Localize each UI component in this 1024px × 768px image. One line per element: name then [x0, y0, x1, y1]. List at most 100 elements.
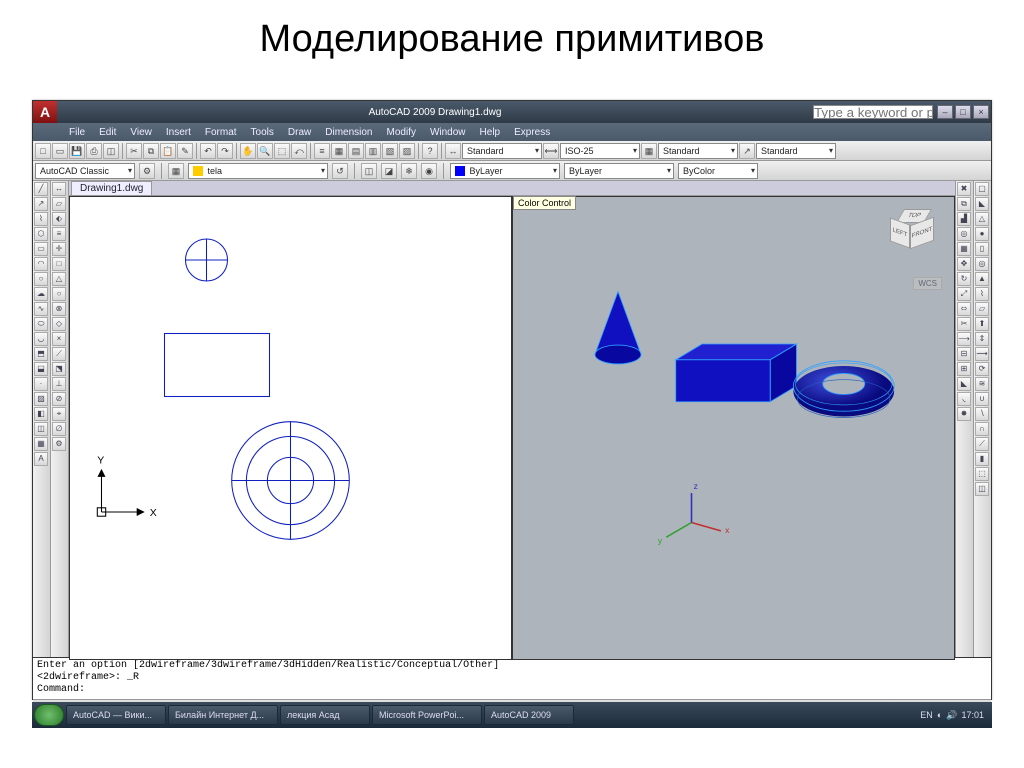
list-icon[interactable]: ≡ — [52, 227, 66, 241]
maximize-button[interactable]: □ — [955, 105, 971, 119]
plotstyle-dropdown[interactable]: ByColor — [678, 163, 758, 179]
layer-iso-icon[interactable]: ◪ — [381, 163, 397, 179]
box-icon[interactable]: ▢ — [975, 182, 989, 196]
stretch-icon[interactable]: ⬄ — [957, 302, 971, 316]
layer-dropdown[interactable]: tela — [188, 163, 328, 179]
command-line[interactable]: Enter an option [2dwireframe/3dwireframe… — [33, 657, 991, 699]
pyramid-icon[interactable]: ▲ — [975, 272, 989, 286]
explode-icon[interactable]: ✸ — [957, 407, 971, 421]
make-block-icon[interactable]: ⬓ — [34, 362, 48, 376]
tray-icon-2[interactable]: 🔊 — [946, 710, 957, 721]
match-icon[interactable]: ✎ — [177, 143, 193, 159]
taskbar-item-4[interactable]: Microsoft PowerPoi... — [372, 705, 482, 725]
tool-palettes-icon[interactable]: ▤ — [348, 143, 364, 159]
pan-icon[interactable]: ✋ — [240, 143, 256, 159]
zoom-icon[interactable]: 🔍 — [257, 143, 273, 159]
copy2-icon[interactable]: ⧉ — [957, 197, 971, 211]
layer-state-icon[interactable]: ◫ — [361, 163, 377, 179]
save-icon[interactable]: 💾 — [69, 143, 85, 159]
planar-icon[interactable]: ▱ — [975, 302, 989, 316]
xline-icon[interactable]: ↗ — [34, 197, 48, 211]
menu-help[interactable]: Help — [480, 127, 501, 138]
intersect-icon[interactable]: ∩ — [975, 422, 989, 436]
workspace-settings-icon[interactable]: ⚙ — [139, 163, 155, 179]
cut-icon[interactable]: ✂ — [126, 143, 142, 159]
rectangle-icon[interactable]: ▭ — [34, 242, 48, 256]
erase-icon[interactable]: ✖ — [957, 182, 971, 196]
line-icon[interactable]: ╱ — [34, 182, 48, 196]
wcs-label[interactable]: WCS — [913, 277, 942, 290]
move-icon[interactable]: ✥ — [957, 257, 971, 271]
hatch-icon[interactable]: ▨ — [34, 392, 48, 406]
mleader-icon[interactable]: ↗ — [739, 143, 755, 159]
snap-ext-icon[interactable]: ⟋ — [52, 347, 66, 361]
revolve-icon[interactable]: ⟳ — [975, 362, 989, 376]
viewport-2d[interactable]: X Y — [69, 196, 512, 660]
table-style-dropdown[interactable]: Standard — [658, 143, 738, 159]
copy-icon[interactable]: ⧉ — [143, 143, 159, 159]
cylinder-icon[interactable]: ▯ — [975, 242, 989, 256]
slice-icon[interactable]: ⟋ — [975, 437, 989, 451]
snap-end-icon[interactable]: □ — [52, 257, 66, 271]
new-icon[interactable]: □ — [35, 143, 51, 159]
dim-icon[interactable]: ↔ — [445, 143, 461, 159]
imprint-icon[interactable]: ⬚ — [975, 467, 989, 481]
sphere-icon[interactable]: ● — [975, 227, 989, 241]
region-icon[interactable]: ◫ — [34, 422, 48, 436]
point-icon[interactable]: · — [34, 377, 48, 391]
loft-icon[interactable]: ≋ — [975, 377, 989, 391]
color-dropdown[interactable]: ByLayer — [450, 163, 560, 179]
layer-off-icon[interactable]: ◉ — [421, 163, 437, 179]
menu-draw[interactable]: Draw — [288, 127, 311, 138]
print-icon[interactable]: ⎙ — [86, 143, 102, 159]
array-icon[interactable]: ▦ — [957, 242, 971, 256]
menu-tools[interactable]: Tools — [251, 127, 274, 138]
calc-icon[interactable]: ▨ — [399, 143, 415, 159]
start-button[interactable] — [34, 704, 64, 726]
sheet-set-icon[interactable]: ▥ — [365, 143, 381, 159]
area-icon[interactable]: ▱ — [52, 197, 66, 211]
arc-icon[interactable]: ◠ — [34, 257, 48, 271]
taskbar-item-5[interactable]: AutoCAD 2009 — [484, 705, 574, 725]
snap-node-icon[interactable]: ⊗ — [52, 302, 66, 316]
markup-icon[interactable]: ▧ — [382, 143, 398, 159]
snap-int-icon[interactable]: × — [52, 332, 66, 346]
union-icon[interactable]: ∪ — [975, 392, 989, 406]
app-logo-icon[interactable]: A — [33, 101, 57, 123]
sweep-icon[interactable]: ⟿ — [975, 347, 989, 361]
snap-cen-icon[interactable]: ○ — [52, 287, 66, 301]
polygon-icon[interactable]: ⬡ — [34, 227, 48, 241]
mleader-style-dropdown[interactable]: Standard — [756, 143, 836, 159]
redo-icon[interactable]: ↷ — [217, 143, 233, 159]
snap-none-icon[interactable]: ∅ — [52, 422, 66, 436]
snap-perp-icon[interactable]: ⊥ — [52, 377, 66, 391]
mtext-icon[interactable]: A — [34, 452, 48, 466]
helix-icon[interactable]: ⌇ — [975, 287, 989, 301]
circle-icon[interactable]: ○ — [34, 272, 48, 286]
wedge-icon[interactable]: ◣ — [975, 197, 989, 211]
snap-near-icon[interactable]: ⌖ — [52, 407, 66, 421]
clock[interactable]: 17:01 — [961, 710, 984, 720]
menu-window[interactable]: Window — [430, 127, 466, 138]
presspull-icon[interactable]: ⇕ — [975, 332, 989, 346]
menu-file[interactable]: File — [69, 127, 85, 138]
taskbar-item-3[interactable]: лекция Асад — [280, 705, 370, 725]
revcloud-icon[interactable]: ☁ — [34, 287, 48, 301]
layer-freeze-icon[interactable]: ❄ — [401, 163, 417, 179]
torus-icon[interactable]: ◎ — [975, 257, 989, 271]
spline-icon[interactable]: ∿ — [34, 302, 48, 316]
break-icon[interactable]: ⊟ — [957, 347, 971, 361]
fillet-icon[interactable]: ◟ — [957, 392, 971, 406]
insert-block-icon[interactable]: ⬒ — [34, 347, 48, 361]
extrude-icon[interactable]: ⬆ — [975, 317, 989, 331]
lineweight-dropdown[interactable]: ByLayer — [564, 163, 674, 179]
menu-express[interactable]: Express — [514, 127, 550, 138]
massprops-icon[interactable]: ⬖ — [52, 212, 66, 226]
zoom-prev-icon[interactable]: ⤺ — [291, 143, 307, 159]
section-icon[interactable]: ◫ — [975, 482, 989, 496]
menu-dimension[interactable]: Dimension — [325, 127, 372, 138]
snap-mid-icon[interactable]: △ — [52, 272, 66, 286]
thicken-icon[interactable]: ▮ — [975, 452, 989, 466]
scale-icon[interactable]: ⤢ — [957, 287, 971, 301]
layer-props-icon[interactable]: ▦ — [168, 163, 184, 179]
